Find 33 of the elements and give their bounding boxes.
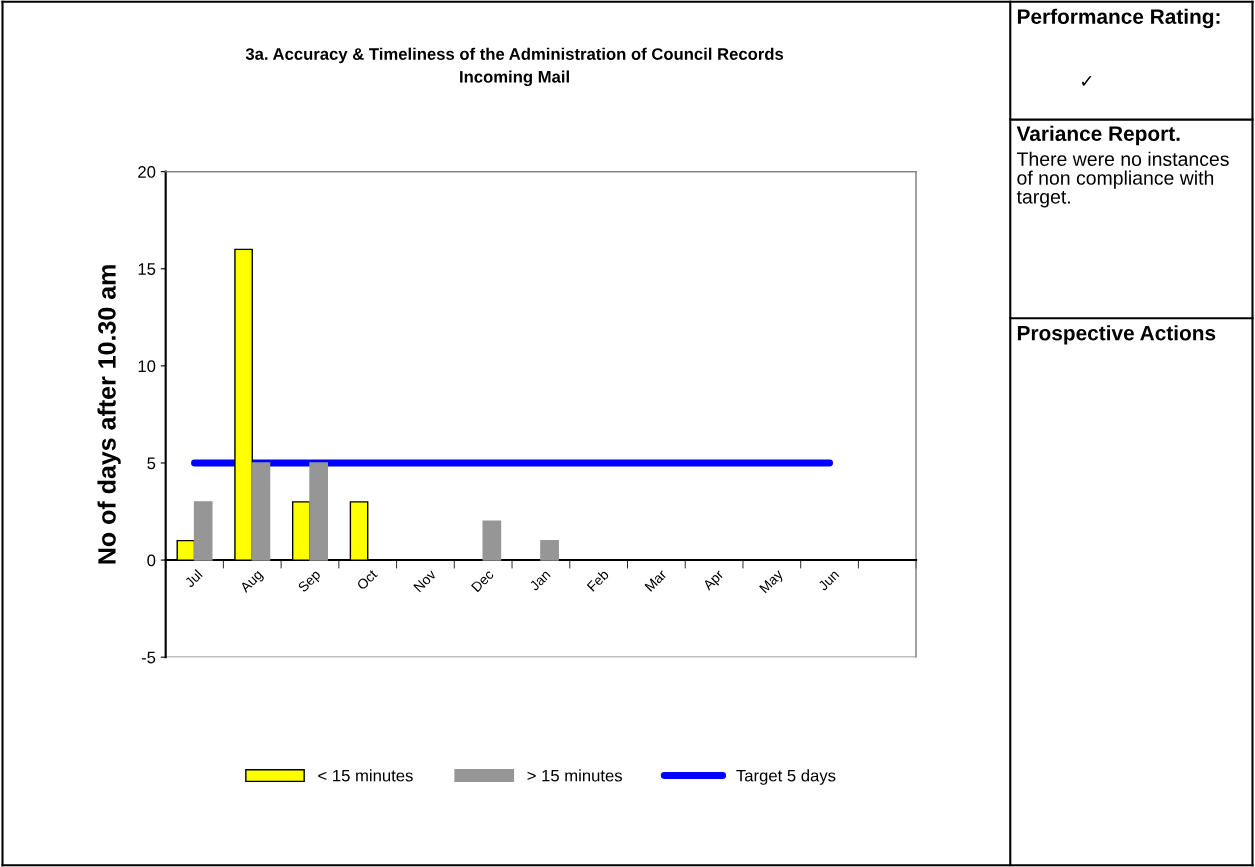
bar [309, 462, 328, 561]
x-tick-label: Oct [356, 568, 378, 591]
legend-label: > 15 minutes [527, 769, 623, 782]
y-tick-label: 0 [147, 554, 156, 567]
text: Variance Report. [1016, 125, 1180, 146]
text: There were no instances of non compliance with target. [1016, 151, 1229, 208]
y-tick-label: 20 [138, 166, 156, 178]
bar [193, 501, 213, 561]
x-tick-label: Mar [644, 568, 668, 592]
text: Prospective Actions [1017, 325, 1216, 345]
x-tick-label: Dec [471, 569, 495, 593]
x-tick-label: Aug [239, 569, 265, 596]
y-tick-label: 15 [138, 263, 156, 275]
x-tick-label: Jan [528, 569, 551, 592]
bar [540, 539, 559, 561]
x-tick-label: Jun [817, 569, 840, 592]
x-tick-label: Jul [183, 569, 203, 589]
bar [251, 462, 271, 561]
x-tick-label: Nov [413, 568, 437, 593]
legend-label: < 15 minutes [318, 769, 413, 782]
legend-label: Target 5 days [736, 769, 836, 785]
x-tick-label: Sep [297, 569, 323, 595]
text: Performance Rating: [1017, 8, 1220, 29]
bar [482, 520, 502, 561]
x-tick-label: Apr [702, 568, 727, 593]
x-tick-label: Feb [586, 568, 610, 592]
y-tick-label: 10 [138, 360, 156, 373]
y-tick-label: 5 [147, 457, 156, 470]
y-tick-label: -5 [141, 651, 156, 664]
text: ✓ [1082, 76, 1092, 86]
chart-title: 3a. Accuracy & Timeliness of the Administration of Council Records Incoming Mail [245, 47, 784, 87]
x-tick-label: May [759, 568, 786, 596]
y-axis-title: No of days after 10.30 am [97, 265, 121, 564]
